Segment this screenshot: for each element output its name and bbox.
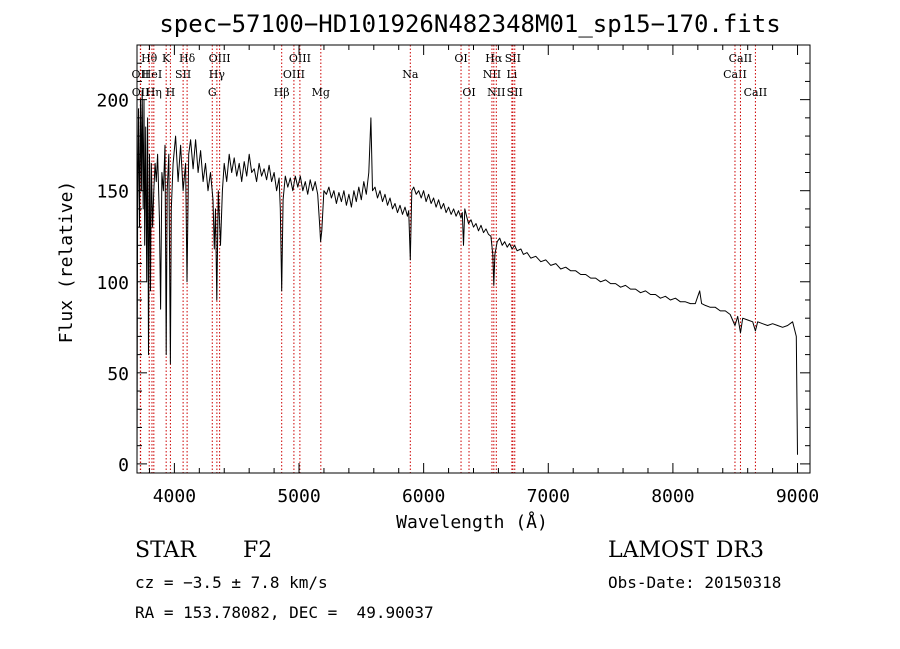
line-marker-label-2: Hθ bbox=[141, 52, 158, 65]
x-axis-label: Wavelength (Å) bbox=[396, 511, 548, 533]
y-axis-label: Flux (relative) bbox=[56, 181, 77, 344]
spectrum-line-0 bbox=[136, 90, 798, 464]
y-tick-label-100: 100 bbox=[96, 273, 129, 294]
object-subclass: F2 bbox=[243, 538, 273, 563]
plot-frame bbox=[136, 44, 811, 474]
y-tick-label-200: 200 bbox=[96, 91, 129, 112]
line-marker-label-15: Mg bbox=[312, 86, 330, 99]
line-marker-label-5: K bbox=[162, 52, 171, 65]
line-marker-label-12: Hβ bbox=[274, 86, 290, 99]
line-marker-label-22: SII bbox=[505, 52, 521, 65]
line-marker-label-7: SII bbox=[175, 68, 191, 81]
observation-date: Obs-Date: 20150318 bbox=[608, 573, 782, 592]
x-axis: 4000 5000 6000 7000 8000 9000 bbox=[148, 45, 819, 507]
x-tick-label-9000: 9000 bbox=[776, 486, 819, 507]
chart-title: spec−57100−HD101926N482348M01_sp15−170.f… bbox=[159, 10, 780, 38]
x-tick-label-7000: 7000 bbox=[527, 486, 570, 507]
line-marker-label-13: OIII bbox=[283, 68, 305, 81]
line-marker-label-20: Hα bbox=[485, 52, 503, 65]
line-marker-label-1: OII bbox=[132, 86, 150, 99]
line-marker-label-24: SII bbox=[507, 86, 523, 99]
x-tick-label-4000: 4000 bbox=[153, 486, 196, 507]
survey-name: LAMOST DR3 bbox=[608, 538, 764, 563]
line-marker-label-17: OI bbox=[454, 52, 467, 65]
line-marker-layer: OIIOIIHθHeIHηKHSIIHδGHγOIIIHβOIIIOIIIMgN… bbox=[132, 45, 768, 473]
redshift-line: cz = −3.5 ± 7.8 km/s bbox=[135, 573, 328, 592]
line-marker-label-3: HeI bbox=[142, 68, 162, 81]
y-axis: 0 50 100 150 200 bbox=[96, 62, 810, 476]
line-marker-label-9: G bbox=[208, 86, 217, 99]
line-marker-label-27: CaII bbox=[744, 86, 768, 99]
y-tick-label-0: 0 bbox=[118, 455, 129, 476]
spectrum-chart: spec−57100−HD101926N482348M01_sp15−170.f… bbox=[56, 10, 819, 533]
line-marker-label-26: CaII bbox=[729, 52, 753, 65]
x-tick-label-5000: 5000 bbox=[277, 486, 320, 507]
x-tick-label-8000: 8000 bbox=[651, 486, 694, 507]
line-marker-label-16: Na bbox=[402, 68, 419, 81]
line-marker-label-14: OIII bbox=[289, 52, 311, 65]
x-tick-label-6000: 6000 bbox=[402, 486, 445, 507]
object-class: STAR bbox=[135, 538, 196, 563]
line-marker-label-10: Hγ bbox=[209, 68, 226, 81]
line-marker-label-18: OI bbox=[462, 86, 475, 99]
line-marker-label-21: NII bbox=[487, 86, 505, 99]
line-marker-label-25: CaII bbox=[723, 68, 747, 81]
line-marker-label-6: H bbox=[166, 86, 176, 99]
line-marker-label-4: Hη bbox=[146, 86, 162, 99]
y-tick-label-50: 50 bbox=[107, 364, 129, 385]
series-layer bbox=[136, 90, 798, 464]
line-marker-label-8: Hδ bbox=[179, 52, 196, 65]
line-marker-label-11: OIII bbox=[209, 52, 231, 65]
y-tick-label-150: 150 bbox=[96, 182, 129, 203]
line-marker-label-23: Li bbox=[506, 68, 517, 81]
line-marker-label-19: NII bbox=[483, 68, 501, 81]
coordinates-line: RA = 153.78082, DEC = 49.90037 bbox=[135, 603, 434, 622]
